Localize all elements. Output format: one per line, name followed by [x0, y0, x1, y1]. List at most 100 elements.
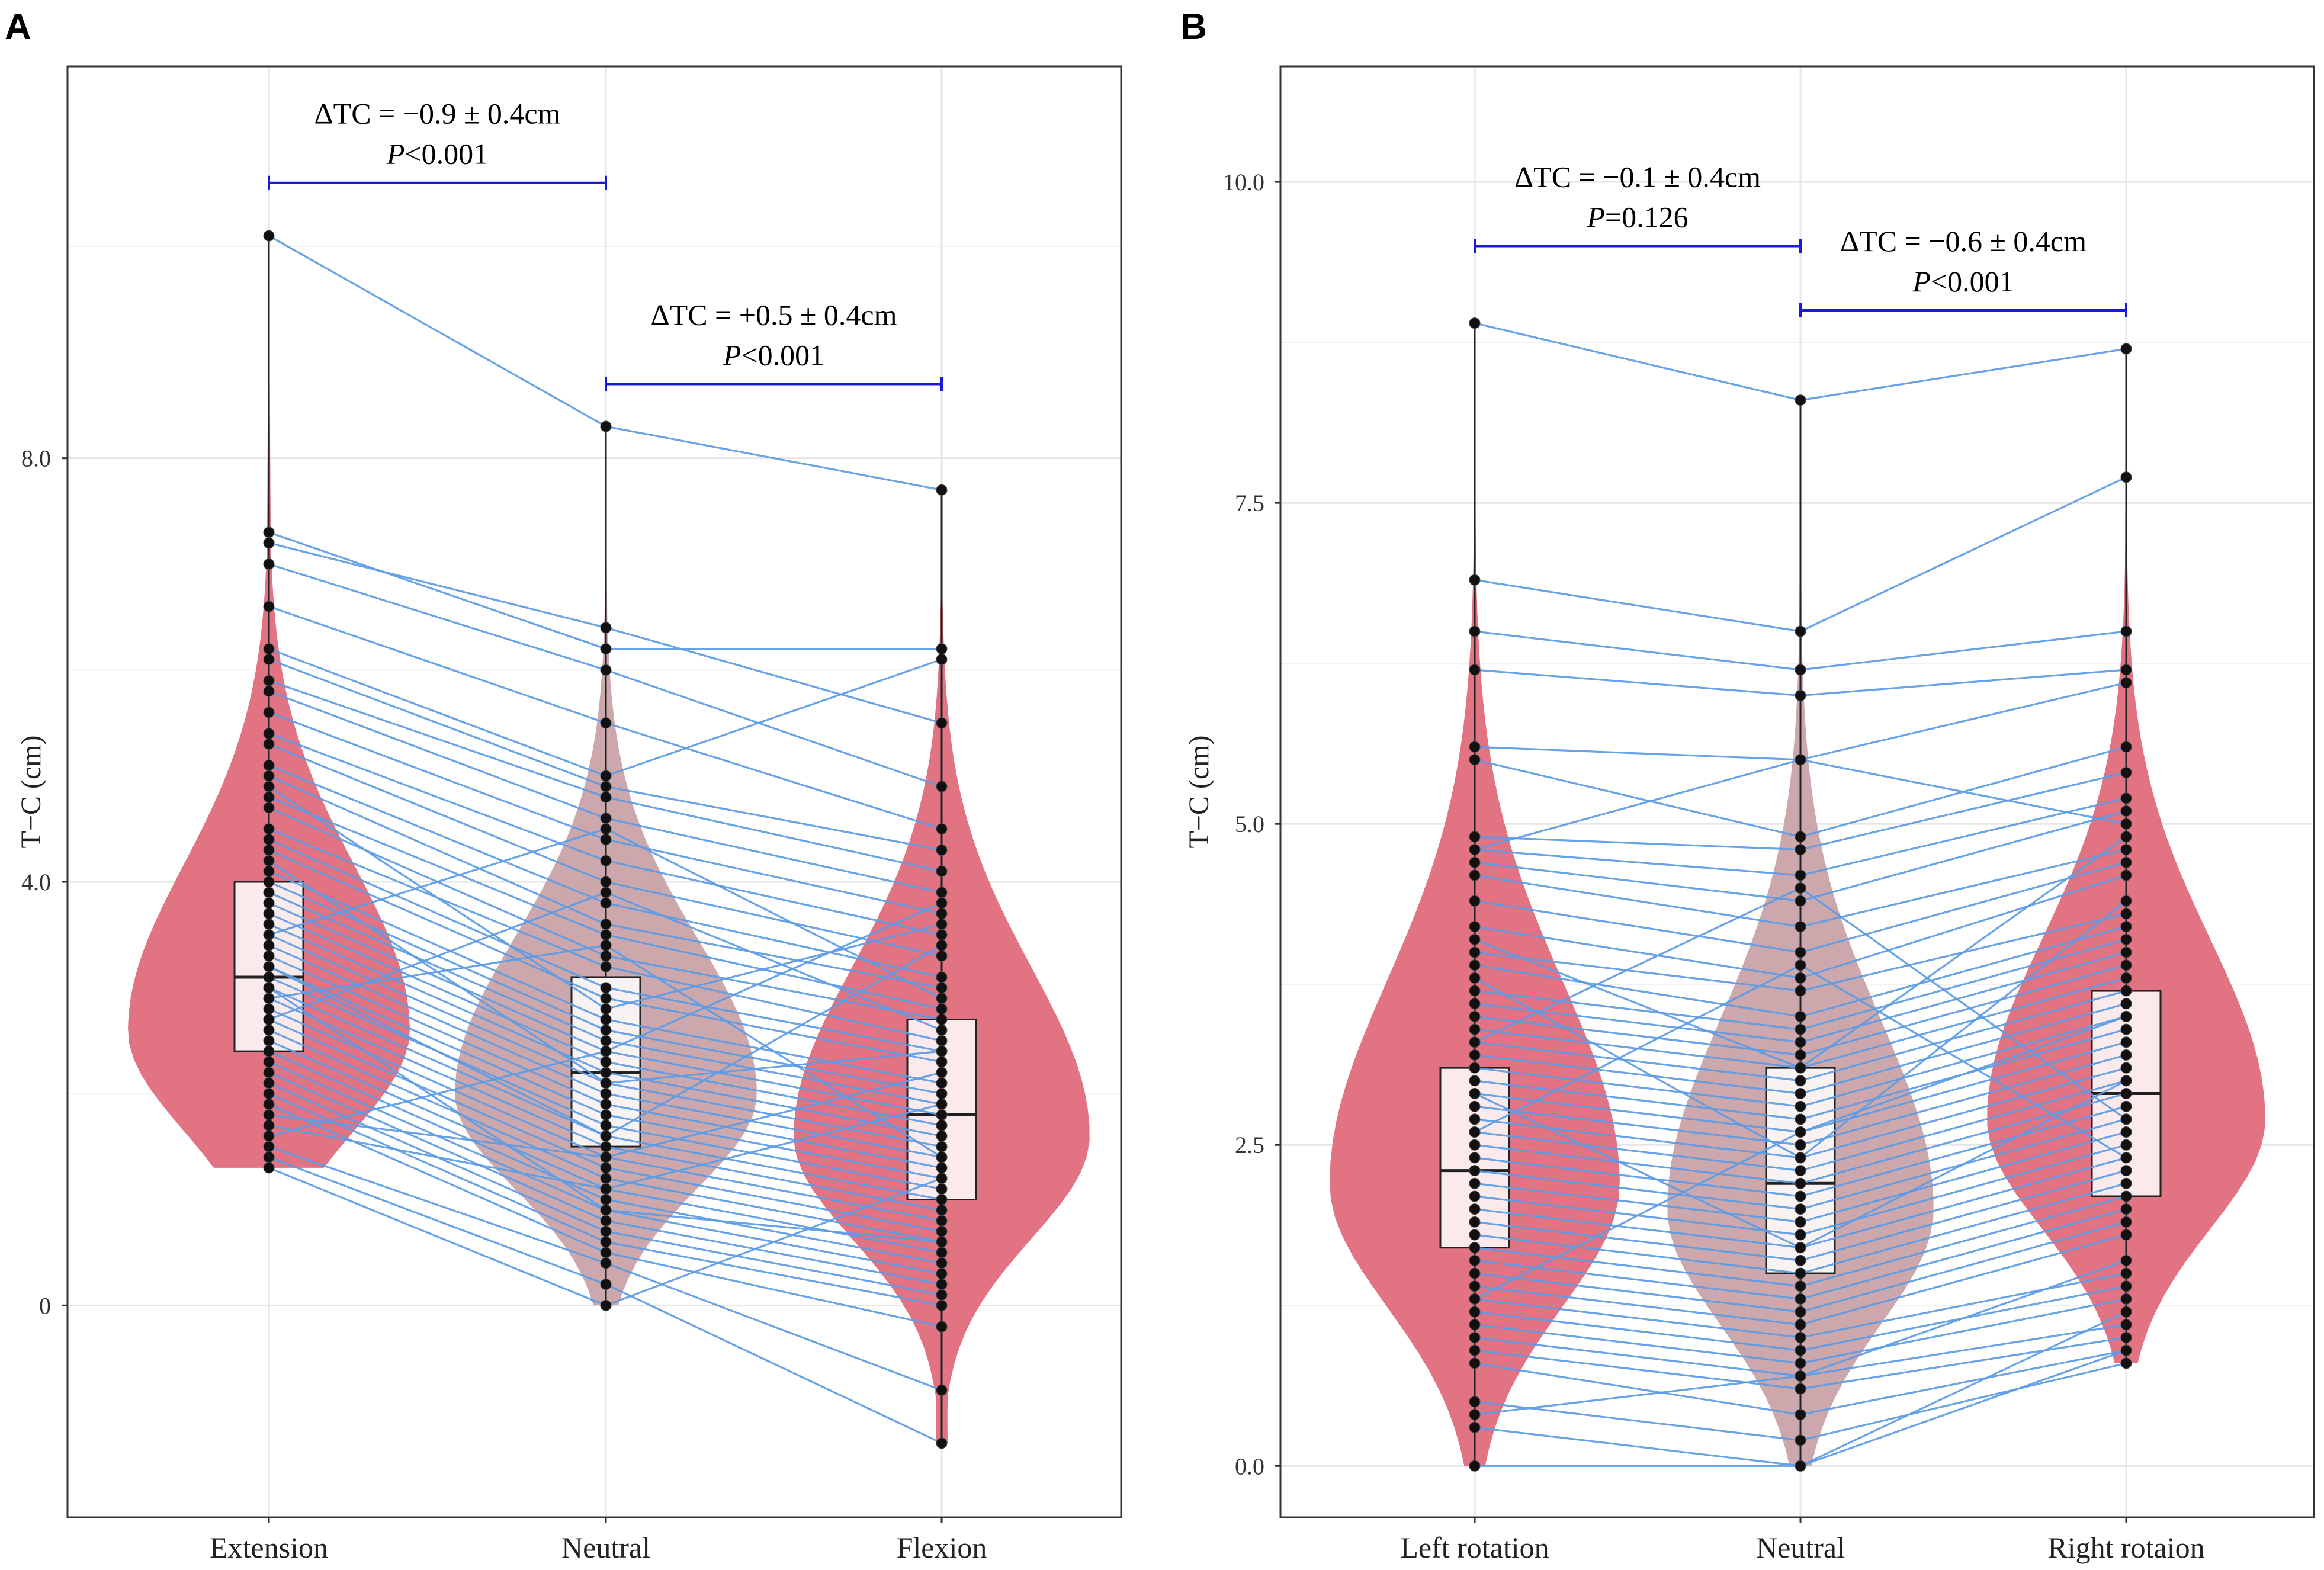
data-point [1795, 1152, 1806, 1164]
data-point [936, 1299, 948, 1311]
paired-line [1800, 1349, 2127, 1467]
paired-line [1474, 1375, 1801, 1416]
data-point [263, 939, 275, 951]
data-point [600, 1204, 612, 1216]
paired-line [1800, 1259, 2127, 1378]
data-point [600, 1035, 612, 1046]
panel-a: A 0 4.0 8.0 ΔTC = −0.9 ± 0.4cm P<0.001 ΔTC = … [5, 7, 1122, 1564]
paired-line [605, 1177, 942, 1306]
data-point [2120, 856, 2132, 868]
data-point [600, 643, 612, 655]
paired-line [268, 648, 606, 777]
data-point [600, 1225, 612, 1237]
data-point [263, 707, 275, 718]
data-point [1469, 741, 1481, 753]
data-point [936, 1289, 948, 1301]
paired-line [605, 785, 942, 851]
paired-line [605, 1156, 942, 1222]
data-point [1469, 1075, 1481, 1087]
paired-line [268, 849, 606, 1000]
paired-line [605, 1103, 942, 1169]
paired-line [1474, 1144, 1801, 1184]
paired-line [1800, 861, 2127, 953]
data-point [1795, 1229, 1806, 1241]
y-axis-title: T−C (cm) [15, 735, 47, 848]
paired-line [1800, 348, 2127, 402]
data-point [2120, 972, 2132, 984]
data-point [600, 1279, 612, 1290]
paired-line [1474, 1015, 1801, 1057]
paired-line [605, 902, 942, 1052]
data-point [1469, 1267, 1481, 1279]
y-tick-label: 0.0 [1235, 1453, 1264, 1479]
paired-line [1800, 1324, 2127, 1378]
data-point [936, 1236, 948, 1248]
paired-line [605, 1198, 942, 1264]
data-point [2120, 1254, 2132, 1266]
data-point [2120, 1049, 2132, 1061]
paired-line [1800, 1131, 2127, 1223]
data-point [1795, 1370, 1806, 1382]
paired-line [1474, 1131, 1801, 1300]
data-point [936, 1045, 948, 1057]
data-point [600, 1257, 612, 1269]
data-point [1469, 1409, 1481, 1421]
data-point [1795, 1177, 1806, 1189]
data-point [2120, 831, 2132, 843]
data-point [2120, 1010, 2132, 1022]
paired-line [268, 733, 606, 862]
data-point [600, 1119, 612, 1131]
paired-line [605, 1050, 942, 1116]
data-point [263, 1141, 275, 1152]
data-point [2120, 946, 2132, 958]
data-point [1469, 1113, 1481, 1125]
data-point [936, 908, 948, 920]
data-point [1795, 1242, 1806, 1254]
data-point [2120, 1306, 2132, 1318]
x-category-label: Extension [210, 1531, 328, 1564]
data-point [2120, 1293, 2132, 1305]
data-point [1469, 1139, 1481, 1151]
data-point [1795, 1190, 1806, 1202]
paired-line [1474, 669, 1801, 696]
paired-line [268, 987, 606, 1137]
paired-line [605, 828, 942, 1000]
data-point [263, 230, 275, 242]
paired-line [1800, 1003, 2127, 1095]
data-point [600, 1141, 612, 1152]
paired-line [605, 658, 942, 777]
data-point [2120, 998, 2132, 1010]
data-point [600, 1151, 612, 1163]
paired-line [605, 669, 942, 788]
data-point [263, 802, 275, 814]
paired-line [605, 1061, 942, 1126]
paired-line [1800, 810, 2127, 902]
delta-tc-label: ΔTC = −0.1 ± 0.4cm [1514, 160, 1761, 194]
paired-line [268, 1008, 606, 1158]
delta-tc-label: ΔTC = +0.5 ± 0.4cm [651, 298, 897, 331]
data-point [1469, 972, 1481, 984]
y-tick-label: 4.0 [21, 869, 51, 895]
data-point [600, 929, 612, 940]
paired-line [268, 1145, 606, 1264]
data-point [1469, 1010, 1481, 1022]
data-point [2120, 1229, 2132, 1241]
data-point [1469, 985, 1481, 997]
paired-line [268, 987, 606, 1211]
paired-line [1474, 861, 1801, 902]
data-point [936, 1067, 948, 1078]
data-point [263, 1088, 275, 1100]
data-point [600, 1173, 612, 1184]
data-point [1795, 1409, 1806, 1421]
data-point [936, 1130, 948, 1142]
data-point [1795, 1267, 1806, 1279]
paired-line [1474, 1247, 1801, 1288]
data-point [1795, 869, 1806, 881]
y-tick-label: 5.0 [1235, 811, 1264, 837]
paired-line [268, 1167, 606, 1306]
data-point [1469, 946, 1481, 958]
data-point [936, 1024, 948, 1036]
data-point [936, 919, 948, 930]
data-point [600, 1045, 612, 1057]
